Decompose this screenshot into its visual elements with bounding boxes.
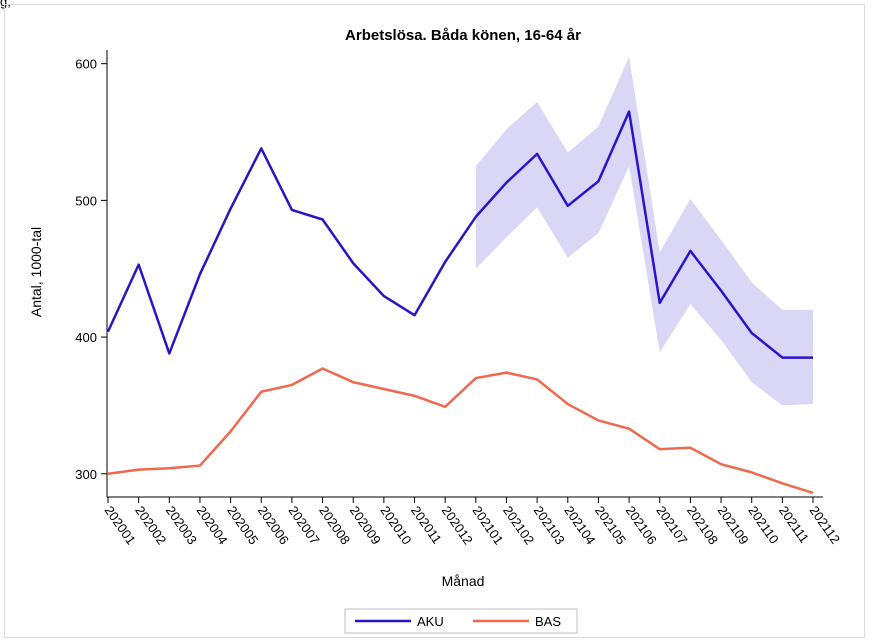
x-tick-label: 202108 [684,503,721,547]
x-tick-label: 202003 [163,503,200,547]
x-tick-label: 202009 [347,503,384,547]
plot-area: 3004005006002020012020022020032020042020… [75,50,843,547]
y-tick-label: 600 [75,57,97,72]
legend-label-aku: AKU [417,614,444,629]
y-axis-title: Antal, 1000-tal [28,227,44,317]
series-line-aku [106,110,813,359]
confidence-band-aku [475,56,813,406]
x-tick-label: 202005 [224,503,261,547]
x-tick-label: 202107 [653,503,690,547]
series-line-bas [107,367,814,495]
x-tick-label: 202103 [531,503,568,547]
x-tick-label: 202111 [776,503,812,546]
x-tick-label: 202011 [408,503,445,546]
x-tick-label: 202012 [439,503,476,547]
x-tick-label: 202010 [377,503,414,547]
x-tick-label: 202001 [102,503,139,547]
x-tick-label: 202008 [316,503,353,547]
x-tick-label: 202006 [255,503,292,547]
x-tick-label: 202002 [132,503,169,547]
x-tick-label: 202104 [561,503,598,547]
legend-label-bas: BAS [535,614,561,629]
chart-frame [4,4,865,638]
x-tick-label: 202106 [623,503,660,547]
y-tick-label: 400 [75,330,97,345]
y-tick-label: 500 [75,193,97,208]
y-tick-label: 300 [75,467,97,482]
x-tick-label: 202101 [469,503,506,547]
x-tick-label: 202102 [500,503,537,547]
x-tick-label: 202105 [592,503,629,547]
chart-title: Arbetslösa. Båda könen, 16-64 år [345,27,581,44]
x-axis-title: Månad [442,573,485,589]
x-tick-label: 202004 [193,503,230,547]
x-tick-label: 202007 [285,503,322,547]
legend: AKU BAS [344,608,578,634]
x-tick-label: 202109 [715,503,752,547]
x-tick-label: 202112 [807,503,844,546]
x-tick-label: 202110 [745,503,782,546]
